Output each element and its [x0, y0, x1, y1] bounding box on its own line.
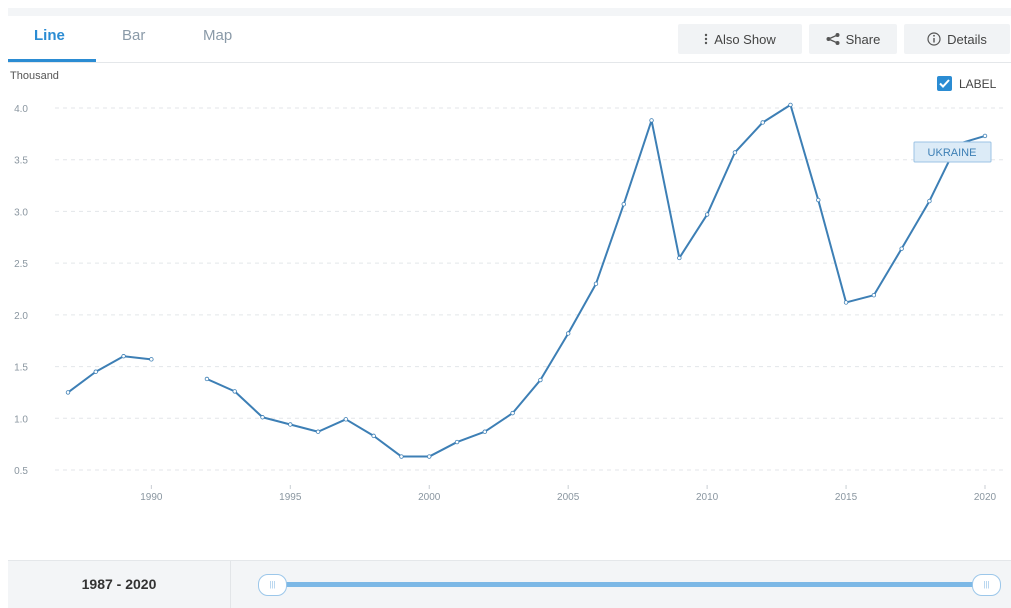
data-point[interactable]: [899, 246, 904, 251]
label-toggle-text: LABEL: [959, 76, 997, 91]
data-point[interactable]: [704, 212, 710, 217]
range-end-handle[interactable]: |||: [972, 574, 1001, 596]
series-label-box: [913, 141, 992, 163]
tab-map[interactable]: Map: [203, 27, 233, 44]
x-tick-label: 2020: [974, 492, 997, 503]
data-point[interactable]: [621, 201, 626, 207]
x-tick-label: 2015: [835, 492, 858, 503]
y-tick-label: 3.5: [14, 156, 28, 167]
y-tick-label: 0.5: [14, 466, 28, 477]
line-chart: 0.5 1.0 1.5 2.0 2.5 3.0 3.5 4.0 1990 1995 2000 200…: [14, 102, 1006, 503]
series-points: [65, 102, 988, 459]
data-point[interactable]: [454, 439, 460, 445]
series-line: [206, 103, 986, 458]
data-point[interactable]: [399, 454, 404, 459]
data-point[interactable]: [816, 197, 821, 203]
tab-bar[interactable]: Bar: [122, 27, 146, 44]
data-point[interactable]: [649, 118, 654, 123]
data-point[interactable]: [538, 377, 543, 383]
data-point[interactable]: [677, 255, 682, 261]
active-tab-underline: [8, 59, 96, 62]
top-strip: [8, 8, 1011, 16]
data-point[interactable]: [593, 281, 599, 287]
x-axis: 1990 1995 2000 2005 2010 2015 2020: [140, 485, 997, 503]
data-point[interactable]: [427, 454, 432, 459]
also-show-button[interactable]: Also Show: [678, 24, 802, 54]
data-point[interactable]: [510, 410, 515, 416]
data-point[interactable]: [927, 198, 932, 204]
x-tick-label: 1990: [140, 492, 163, 503]
data-point[interactable]: [65, 390, 71, 395]
share-label: Share: [845, 31, 881, 47]
series-lines: [67, 103, 986, 458]
y-tick-label: 2.5: [14, 259, 28, 270]
vertical-ellipsis-icon: [705, 33, 708, 45]
y-axis: 0.5 1.0 1.5 2.0 2.5 3.0 3.5 4.0: [14, 104, 28, 477]
data-point[interactable]: [843, 300, 849, 305]
x-tick-label: 2010: [696, 492, 719, 503]
y-tick-label: 1.5: [14, 363, 28, 374]
data-point[interactable]: [288, 422, 293, 427]
range-slider-track[interactable]: [274, 582, 986, 587]
gridlines: [55, 107, 1006, 471]
data-point[interactable]: [760, 120, 765, 125]
y-tick-label: 2.0: [14, 311, 28, 322]
data-point[interactable]: [871, 293, 877, 298]
y-tick-label: 4.0: [14, 104, 28, 115]
x-tick-label: 2000: [418, 492, 441, 503]
range-bar: 1987 - 2020 ||| |||: [8, 560, 1011, 608]
data-point[interactable]: [121, 354, 126, 359]
checkbox-checked-icon[interactable]: [937, 76, 952, 91]
data-point[interactable]: [315, 429, 321, 434]
data-point[interactable]: [482, 429, 488, 434]
share-icon: [826, 33, 840, 45]
also-show-label: Also Show: [714, 31, 776, 47]
data-point[interactable]: [204, 376, 210, 382]
data-point[interactable]: [788, 102, 793, 108]
series-line: [67, 355, 152, 394]
series-label-text: UKRAINE: [928, 147, 977, 159]
y-tick-label: 1.0: [14, 414, 28, 425]
share-button[interactable]: Share: [809, 24, 897, 54]
range-start-handle[interactable]: |||: [258, 574, 287, 596]
details-button[interactable]: Details: [904, 24, 1010, 54]
data-point[interactable]: [260, 415, 265, 420]
y-tick-label: 3.0: [14, 207, 28, 218]
y-unit-label: Thousand: [10, 70, 59, 82]
x-tick-label: 1995: [279, 492, 302, 503]
series-label: UKRAINE: [913, 141, 992, 163]
data-point[interactable]: [149, 357, 154, 362]
data-point[interactable]: [371, 433, 376, 439]
data-point[interactable]: [232, 389, 237, 394]
range-label: 1987 - 2020: [8, 561, 231, 608]
chart-type-tabs: Line Bar Map Also Show Share Details: [8, 16, 1011, 63]
tab-line[interactable]: Line: [34, 27, 65, 44]
data-point[interactable]: [732, 150, 738, 155]
info-icon: [927, 32, 941, 46]
data-point[interactable]: [93, 369, 98, 374]
x-tick-label: 2005: [557, 492, 580, 503]
details-label: Details: [947, 31, 987, 47]
label-toggle[interactable]: LABEL: [937, 76, 996, 91]
data-point[interactable]: [565, 331, 571, 336]
data-point[interactable]: [982, 133, 988, 139]
data-point[interactable]: [343, 417, 349, 422]
